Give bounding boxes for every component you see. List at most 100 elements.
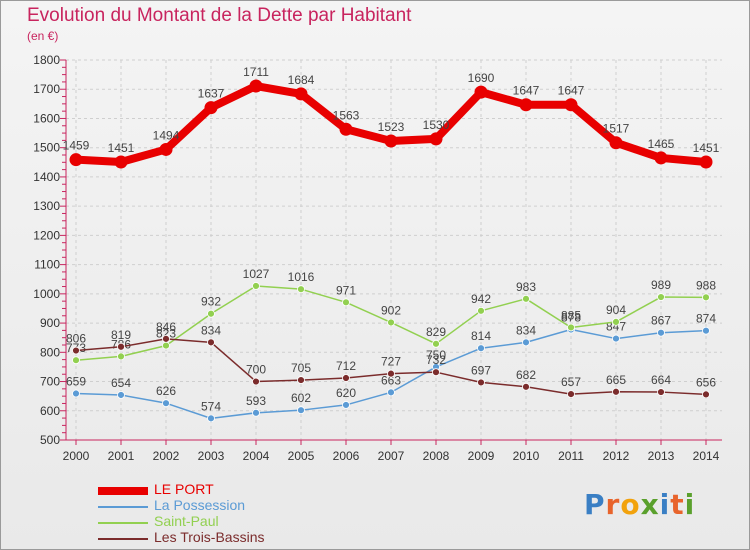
proxiti-logo: Proxiti: [584, 488, 695, 521]
unit-label: (en €): [27, 29, 59, 43]
data-label-les-trois-bassins: 665: [606, 373, 626, 387]
data-point-le-port: [114, 155, 128, 169]
data-point-les-trois-bassins: [297, 376, 305, 384]
data-point-la-possession: [297, 406, 305, 415]
data-label-les-trois-bassins: 806: [66, 332, 86, 346]
data-label-la-possession: 602: [291, 391, 311, 405]
x-tick-label: 2000: [63, 449, 90, 463]
logo-letter: i: [684, 488, 696, 521]
data-label-saint-paul: 823: [156, 327, 176, 341]
data-point-saint-paul: [387, 318, 395, 327]
data-point-la-possession: [72, 389, 80, 398]
logo-letter: o: [620, 488, 641, 521]
data-label-le-port: 1647: [558, 84, 585, 98]
data-point-le-port: [699, 155, 713, 169]
data-label-les-trois-bassins: 834: [201, 323, 221, 337]
data-label-le-port: 1684: [288, 73, 315, 87]
x-tick-label: 2009: [468, 449, 495, 463]
data-point-saint-paul: [162, 341, 170, 350]
x-tick-label: 2014: [693, 449, 720, 463]
data-point-le-port: [69, 153, 83, 167]
data-label-saint-paul: 904: [606, 303, 626, 317]
data-point-les-trois-bassins: [72, 346, 80, 355]
data-label-les-trois-bassins: 705: [291, 361, 311, 375]
data-label-le-port: 1530: [423, 118, 450, 132]
data-point-la-possession: [657, 328, 665, 337]
data-point-le-port: [474, 85, 488, 99]
data-label-le-port: 1563: [333, 108, 360, 122]
legend-label: Saint-Paul: [154, 513, 219, 529]
data-point-les-trois-bassins: [702, 390, 710, 399]
data-point-le-port: [609, 136, 623, 150]
data-label-saint-paul: 983: [516, 280, 536, 294]
data-point-saint-paul: [342, 298, 350, 307]
data-label-les-trois-bassins: 727: [381, 355, 401, 369]
data-point-le-port: [564, 98, 578, 112]
data-point-la-possession: [387, 388, 395, 397]
data-point-les-trois-bassins: [162, 334, 170, 343]
data-label-saint-paul: 885: [561, 308, 581, 322]
y-tick-label: 1400: [33, 170, 60, 184]
data-label-saint-paul: 829: [426, 325, 446, 339]
data-label-les-trois-bassins: 712: [336, 359, 356, 373]
data-point-le-port: [159, 142, 173, 156]
y-tick-label: 1800: [33, 53, 60, 67]
data-point-le-port: [204, 101, 218, 115]
y-tick-label: 500: [40, 433, 60, 447]
data-point-saint-paul: [297, 285, 305, 294]
data-label-les-trois-bassins: 819: [111, 328, 131, 342]
logo-letter: x: [640, 488, 660, 521]
data-point-la-possession: [117, 391, 125, 399]
legend-swatch: [98, 487, 148, 495]
data-label-saint-paul: 989: [651, 278, 671, 292]
data-label-les-trois-bassins: 664: [651, 373, 671, 387]
data-label-la-possession: 874: [696, 312, 716, 326]
x-tick-label: 2004: [243, 449, 270, 463]
data-point-saint-paul: [252, 282, 260, 290]
data-point-la-possession: [702, 326, 710, 335]
data-point-le-port: [294, 87, 308, 101]
data-point-la-possession: [162, 399, 170, 408]
data-point-saint-paul: [522, 294, 530, 303]
y-tick-label: 600: [40, 404, 60, 418]
data-point-saint-paul: [72, 356, 80, 365]
data-point-les-trois-bassins: [387, 369, 395, 378]
data-point-les-trois-bassins: [477, 378, 485, 387]
logo-letter: t: [670, 488, 685, 521]
data-point-saint-paul: [117, 352, 125, 361]
data-label-saint-paul: 971: [336, 283, 356, 297]
data-point-la-possession: [477, 344, 485, 353]
data-label-les-trois-bassins: 682: [516, 368, 536, 382]
data-label-le-port: 1459: [63, 139, 90, 153]
data-label-le-port: 1451: [693, 141, 720, 155]
data-label-les-trois-bassins: 846: [156, 320, 176, 334]
data-point-saint-paul: [207, 309, 215, 318]
x-tick-label: 2002: [153, 449, 180, 463]
legend-swatch: [98, 522, 148, 524]
data-label-la-possession: 867: [651, 314, 671, 328]
data-point-saint-paul: [657, 293, 665, 301]
data-point-le-port: [384, 134, 398, 148]
x-tick-label: 2001: [108, 449, 135, 463]
data-point-les-trois-bassins: [252, 377, 260, 386]
chart-title: Evolution du Montant de la Dette par Hab…: [27, 5, 412, 26]
data-label-saint-paul: 1016: [288, 270, 315, 284]
data-point-saint-paul: [567, 323, 575, 332]
y-tick-label: 1100: [34, 258, 60, 272]
legend-swatch: [98, 538, 148, 540]
x-tick-label: 2013: [648, 449, 675, 463]
data-label-saint-paul: 988: [696, 278, 716, 292]
data-point-le-port: [654, 151, 668, 165]
x-tick-label: 2010: [513, 449, 540, 463]
data-point-saint-paul: [612, 318, 620, 326]
x-tick-label: 2011: [558, 449, 584, 463]
data-label-saint-paul: 902: [381, 303, 401, 317]
data-label-saint-paul: 942: [471, 292, 491, 306]
data-point-le-port: [519, 98, 533, 112]
data-label-la-possession: 593: [246, 394, 266, 408]
data-point-la-possession: [207, 414, 215, 423]
data-point-les-trois-bassins: [207, 338, 215, 347]
y-tick-label: 1700: [33, 82, 60, 96]
data-point-la-possession: [522, 338, 530, 347]
